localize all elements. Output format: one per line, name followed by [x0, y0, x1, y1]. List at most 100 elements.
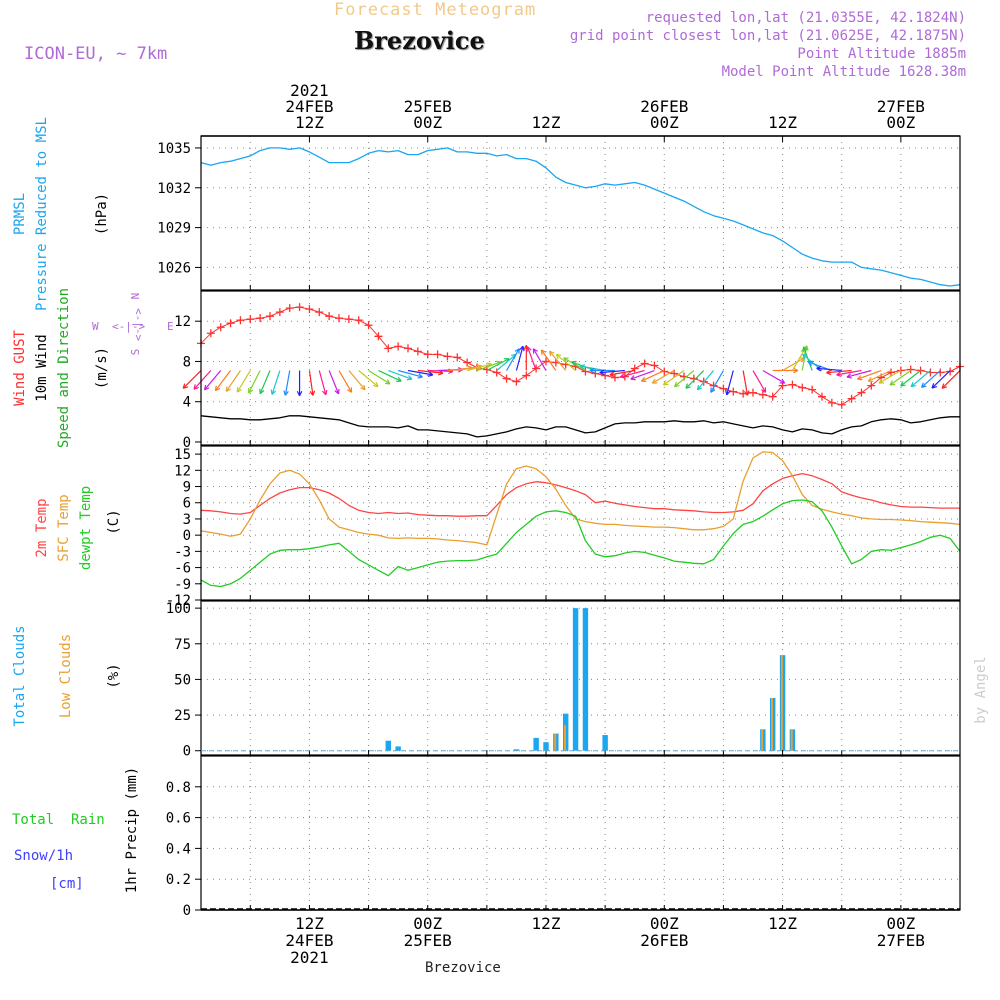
cloud-label-low: Low Clouds [58, 634, 74, 718]
wind-direction-arrowhead [514, 348, 520, 354]
precipitation-ytick-label: 0.6 [166, 811, 191, 827]
wind-gust-marker [206, 329, 215, 338]
wind-direction-arrowhead [599, 369, 605, 376]
pressure-line [200, 147, 961, 287]
wind-direction-arrowhead [931, 383, 937, 389]
wind-direction-arrowhead [779, 378, 786, 384]
wind-direction-arrowhead [867, 376, 874, 382]
wind-direction-arrowhead [836, 371, 842, 377]
wind-direction-arrowhead [846, 373, 852, 379]
wind-direction-arrow [496, 353, 517, 371]
wind-direction-arrowhead [807, 360, 814, 366]
precip-axis-label: 1hr Precip (mm) [124, 767, 140, 893]
wind-direction-arrowhead [900, 381, 906, 387]
cloud-unit: (%) [106, 663, 122, 688]
wind-gust-marker [246, 315, 255, 324]
wind-direction-arrow [710, 370, 724, 393]
time-label-bottom: 26FEB [640, 931, 688, 950]
wind-gust-marker [453, 353, 462, 362]
model-altitude: Model Point Altitude 1628.38m [721, 64, 966, 80]
wind-gust-marker [847, 394, 856, 403]
time-label-top: 25FEB [404, 97, 452, 116]
wind-direction-arrow [555, 353, 576, 371]
wind-direction-arrow [867, 369, 892, 382]
wind-direction-arrow [540, 349, 557, 371]
time-label-bottom: 00Z [413, 914, 442, 933]
wind-direction-arrow [271, 370, 281, 395]
wind-direction-arrow [696, 370, 715, 391]
pressure-label-prmsl: PRMSL [12, 193, 28, 235]
wind-direction-arrow [663, 370, 685, 386]
wind-gust-marker [433, 350, 442, 359]
wind-direction-arrowhead [889, 380, 896, 386]
wind-direction-arrowhead [802, 346, 808, 352]
compass-s: S [129, 349, 142, 356]
wind-direction-arrowhead [941, 383, 948, 389]
precipitation-frame [200, 755, 961, 911]
wind-direction-arrow [652, 369, 675, 384]
wind-direction-arrow [609, 369, 635, 376]
wind-direction-arrowhead [406, 375, 413, 381]
temp-label-2m: 2m Temp [34, 498, 50, 557]
wind-direction-arrow [580, 365, 606, 372]
wind-direction-arrow [397, 369, 423, 378]
cloud-low-bar [780, 655, 783, 751]
time-label-bottom: 00Z [650, 914, 679, 933]
wind-direction-arrowhead [396, 376, 402, 382]
grid-layer [201, 136, 961, 911]
cloud-low-bar [761, 729, 764, 751]
wind-direction-arrow [308, 370, 314, 396]
wind-direction-arrow [900, 370, 921, 387]
grid-point-coords: grid point closest lon,lat (21.0625E, 42… [569, 28, 966, 44]
wind-gust-line [200, 306, 961, 406]
wind-direction-arrow [836, 369, 862, 376]
wind-gust-marker [896, 366, 905, 375]
wind-gust-marker [581, 367, 590, 376]
wind-10m-line [200, 415, 960, 438]
wind-gust-marker [423, 350, 432, 359]
temp-label-sfc: SFC Temp [56, 494, 72, 561]
wind-gust-marker [906, 365, 915, 374]
wind-labels: Wind GUST 10m Wind Speed and Direction (… [12, 288, 110, 448]
wind-direction-arrowhead [555, 353, 562, 360]
time-label-top: 00Z [886, 113, 915, 132]
cloud-total-bar [513, 749, 520, 751]
wind-gust-marker [857, 388, 866, 397]
temp-sfc-line [200, 451, 961, 546]
time-label-top: 24FEB [285, 97, 333, 116]
wind-direction-arrow [641, 369, 665, 382]
time-label-bottom: 24FEB [285, 931, 333, 950]
wind-direction-arrowhead [816, 365, 822, 372]
wind-direction-arrowhead [248, 387, 254, 394]
time-label-bottom: 25FEB [404, 931, 452, 950]
temperature-ytick-label: 12 [174, 463, 191, 479]
wind-direction-arrowhead [309, 390, 316, 396]
wind-ytick-label: 8 [183, 354, 191, 370]
wind-direction-arrow [889, 370, 912, 386]
wind-direction-arrowhead [910, 381, 917, 388]
wind-gust-marker [837, 400, 846, 409]
wind-direction-arrow [338, 370, 353, 393]
wind-gust-marker [827, 398, 836, 407]
wind-direction-arrowhead [417, 373, 423, 379]
wind-direction-arrowhead [878, 378, 885, 384]
temperature-ytick-label: 15 [174, 447, 191, 463]
time-label-top: 00Z [413, 113, 442, 132]
wind-direction-arrow [417, 369, 443, 374]
wind-direction-arrow [328, 370, 340, 395]
wind-direction-arrow [674, 370, 695, 388]
wind-direction-arrow [486, 358, 510, 372]
wind-gust-marker [650, 361, 659, 370]
precipitation-ytick-label: 0.4 [166, 841, 191, 857]
wind-direction-arrow [532, 348, 547, 371]
wind-direction-arrow [358, 370, 379, 388]
wind-direction-arrowhead [296, 390, 303, 396]
precip-labels: Total Rain Snow/1h [cm] 1hr Precip (mm) [12, 767, 140, 893]
wind-direction-arrowhead [696, 384, 703, 391]
wind-direction-arrowhead [236, 387, 242, 393]
wind-gust-marker [344, 315, 353, 324]
wind-direction-arrowhead [334, 388, 340, 395]
wind-direction-arrow [726, 370, 734, 396]
wind-gust-marker [404, 344, 412, 353]
wind-direction-arrow [826, 369, 852, 374]
